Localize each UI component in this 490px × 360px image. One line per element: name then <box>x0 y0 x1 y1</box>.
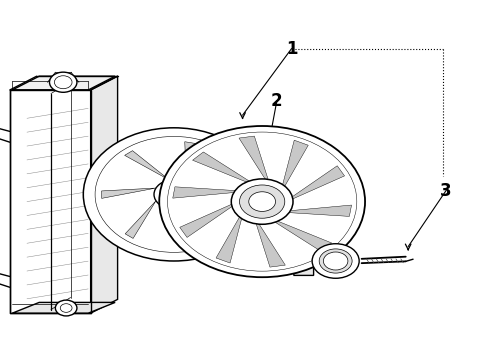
Polygon shape <box>185 142 195 183</box>
Polygon shape <box>282 140 308 188</box>
Circle shape <box>163 186 185 202</box>
Polygon shape <box>170 209 196 247</box>
Polygon shape <box>292 254 314 275</box>
Polygon shape <box>287 205 351 216</box>
Circle shape <box>323 252 348 270</box>
Polygon shape <box>193 152 251 183</box>
Polygon shape <box>91 76 118 313</box>
Polygon shape <box>186 206 242 221</box>
Polygon shape <box>216 216 242 263</box>
Circle shape <box>240 185 285 218</box>
Circle shape <box>55 300 77 316</box>
Polygon shape <box>301 142 323 194</box>
Polygon shape <box>239 136 269 181</box>
Circle shape <box>83 128 265 261</box>
Circle shape <box>319 249 352 273</box>
Polygon shape <box>125 201 156 238</box>
Polygon shape <box>243 162 301 194</box>
Polygon shape <box>273 220 332 251</box>
Circle shape <box>159 126 365 277</box>
Polygon shape <box>243 142 323 162</box>
Polygon shape <box>124 151 170 180</box>
Polygon shape <box>180 203 234 238</box>
Polygon shape <box>101 188 156 198</box>
Polygon shape <box>12 302 115 313</box>
Circle shape <box>231 179 293 224</box>
Text: 3: 3 <box>440 182 452 200</box>
Polygon shape <box>12 76 115 90</box>
Text: 2: 2 <box>271 92 283 110</box>
Circle shape <box>49 72 77 92</box>
Polygon shape <box>173 187 238 198</box>
Circle shape <box>154 180 194 209</box>
Circle shape <box>312 244 359 278</box>
Polygon shape <box>291 166 344 200</box>
Circle shape <box>249 192 275 211</box>
Polygon shape <box>194 168 241 194</box>
Polygon shape <box>10 90 91 313</box>
Polygon shape <box>256 222 285 267</box>
Text: 1: 1 <box>286 40 297 58</box>
